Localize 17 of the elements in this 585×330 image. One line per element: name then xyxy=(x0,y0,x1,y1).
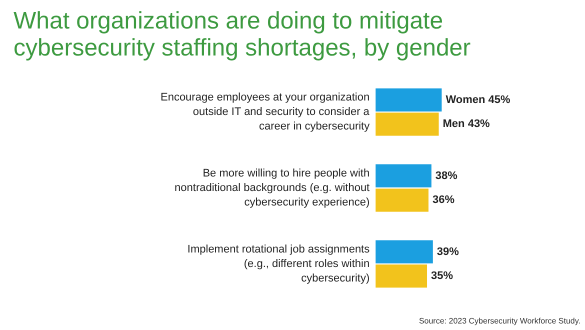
text: Women 45% xyxy=(446,94,510,106)
data-label: 38% xyxy=(435,170,458,182)
bar xyxy=(376,88,442,112)
bar xyxy=(376,264,428,288)
source-note: Source: 2023 Cybersecurity Workforce Study. xyxy=(418,316,581,326)
y-tick-label: Be more willing to hire people with nontraditional backgrounds (e.g. without cybersecurity experience) xyxy=(174,168,370,208)
bar xyxy=(376,240,433,264)
bar xyxy=(376,164,432,188)
data-label: 39% xyxy=(436,246,460,258)
data-label: 35% xyxy=(431,270,454,282)
text: Men 43% xyxy=(442,118,490,130)
chart-title: What organizations are doing to mitigate cybersecurity staffing shortages, by gender xyxy=(14,8,471,62)
data-label: 36% xyxy=(432,194,455,206)
bar xyxy=(376,112,439,136)
y-tick-label: Encourage employees at your organization outside IT and security to consider a career in cybersecurity xyxy=(160,92,370,132)
y-tick-label: Implement rotational job assignments (e.g., different roles within cybersecurity) xyxy=(187,244,370,284)
bar xyxy=(376,188,428,212)
